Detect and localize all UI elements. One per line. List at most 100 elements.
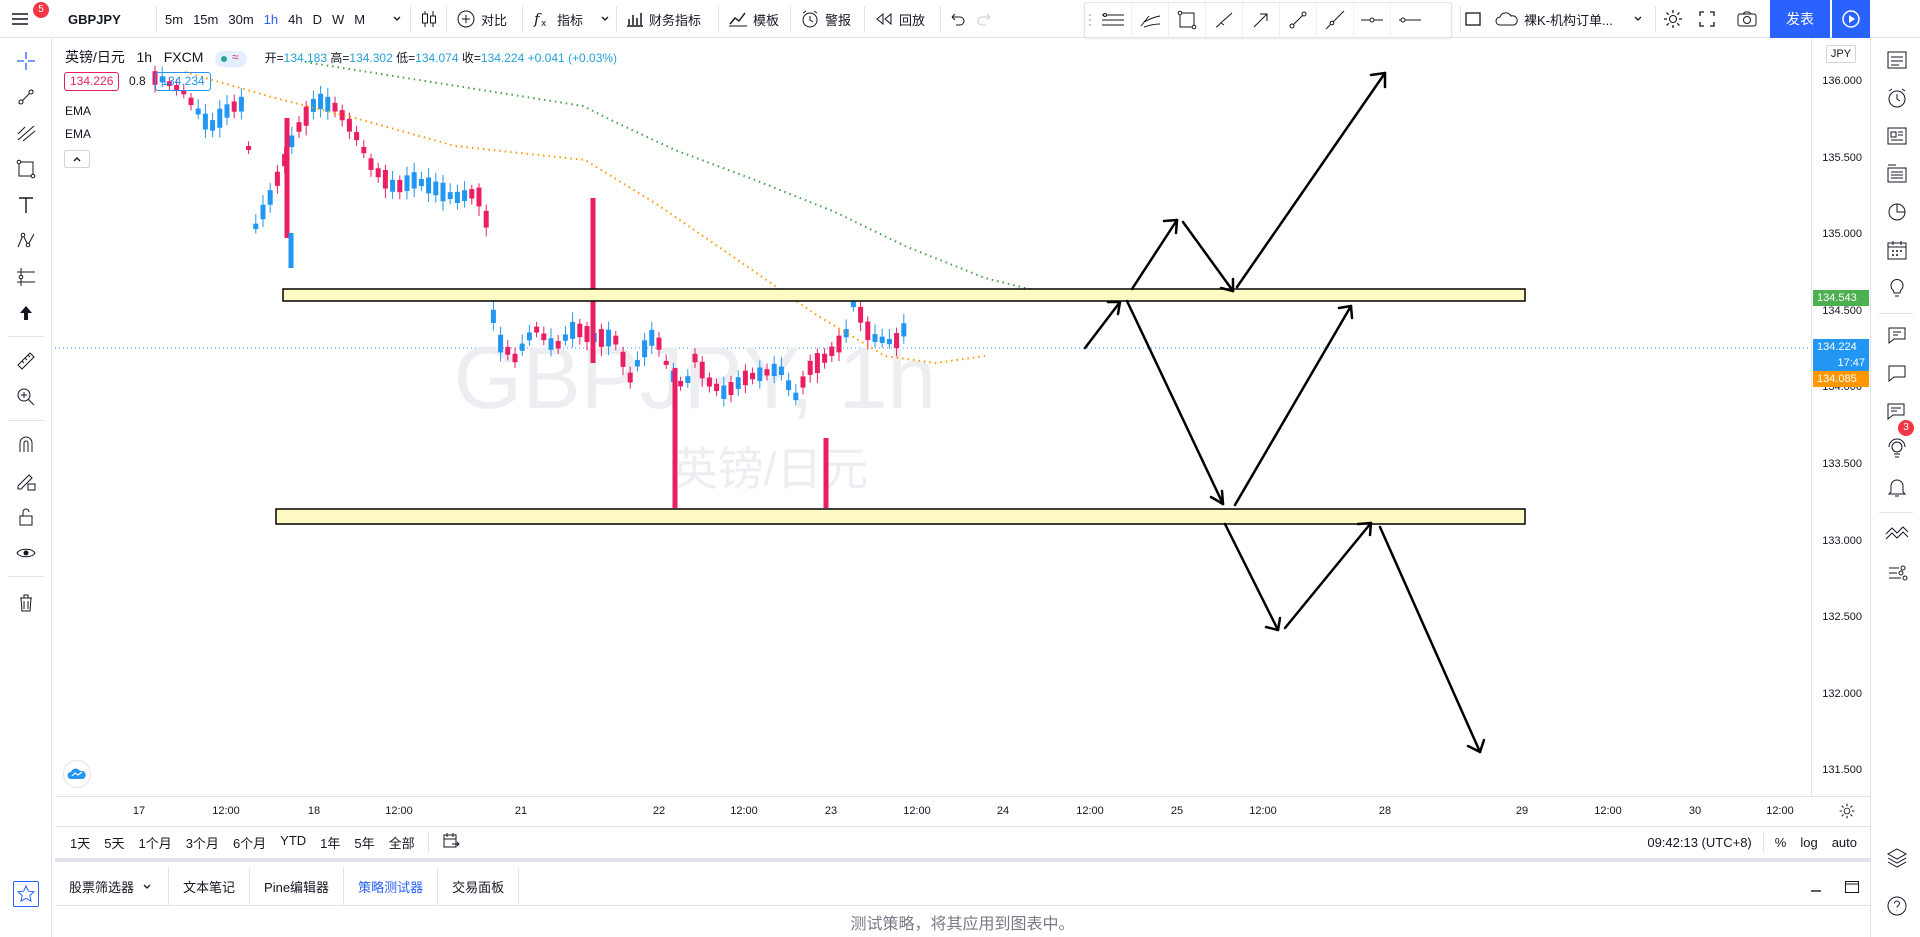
calendar-button[interactable] <box>1884 237 1910 263</box>
hide-drawings-tool[interactable] <box>13 540 39 566</box>
interval-30m[interactable]: 30m <box>228 11 254 27</box>
price-scale[interactable]: JPY 136.000 135.500 135.000 134.500 134.000 1… <box>1811 38 1870 796</box>
range-0[interactable]: 1天 <box>70 836 91 851</box>
symbol-search[interactable]: GBPJPY <box>68 11 121 27</box>
shape-tool[interactable] <box>13 156 39 182</box>
stay-in-drawing-tool[interactable] <box>13 468 39 494</box>
tab-trading-panel[interactable]: 交易面板 <box>438 867 520 906</box>
arrow-tool[interactable] <box>13 300 39 326</box>
lock-drawings-tool[interactable] <box>13 504 39 530</box>
interval-5m[interactable]: 5m <box>165 11 184 27</box>
range-1[interactable]: 5天 <box>104 836 125 851</box>
streams-button[interactable] <box>1884 436 1910 462</box>
fib-tool[interactable] <box>13 120 39 146</box>
range-7[interactable]: 5年 <box>354 836 375 851</box>
interval-dropdown[interactable] <box>392 0 402 38</box>
templates-button[interactable]: 模板 <box>728 0 779 38</box>
layout-dropdown[interactable] <box>1633 0 1643 38</box>
horizontal-lines-tool[interactable] <box>1095 3 1132 37</box>
redo-button[interactable] <box>976 0 994 38</box>
auto-toggle[interactable]: auto <box>1831 835 1857 850</box>
alerts-sidebar-button[interactable] <box>1884 85 1910 111</box>
interval-4h[interactable]: 4h <box>288 11 303 27</box>
goto-date-button[interactable] <box>435 832 467 853</box>
tab-strategy-tester[interactable]: 策略测试器 <box>344 867 439 906</box>
time-scale[interactable]: 17 12:00 18 12:00 21 22 12:00 23 12:00 24 12:00 25 1… <box>55 796 1870 824</box>
private-chat-button[interactable] <box>1884 360 1910 386</box>
text-tool[interactable] <box>13 192 39 218</box>
dom-button[interactable] <box>1884 522 1910 548</box>
tab-text-notes[interactable]: 文本笔记 <box>169 867 251 906</box>
brush-tool[interactable] <box>1206 3 1243 37</box>
order-panel-button[interactable] <box>1884 560 1910 586</box>
hotlist-button[interactable] <box>1884 199 1910 225</box>
fullscreen-button[interactable] <box>1698 0 1716 38</box>
news-button[interactable] <box>1884 123 1910 149</box>
ideas-button[interactable] <box>1884 275 1910 301</box>
range-5[interactable]: YTD <box>280 833 307 848</box>
measure-tool[interactable] <box>13 348 39 374</box>
range-2[interactable]: 1个月 <box>138 836 172 851</box>
chat-rooms-button[interactable] <box>1884 398 1910 424</box>
sell-button[interactable]: 134.226 <box>64 72 120 91</box>
interval-1h[interactable]: 1h <box>263 11 279 27</box>
object-tree-button[interactable] <box>1884 845 1910 871</box>
interval-D[interactable]: D <box>312 11 322 27</box>
crosshair-tool[interactable] <box>13 48 39 74</box>
rect-select-button[interactable] <box>1464 0 1482 38</box>
data-window-button[interactable] <box>1884 161 1910 187</box>
indicator-ema-1[interactable]: EMA <box>65 104 92 118</box>
percent-toggle[interactable]: % <box>1774 835 1787 850</box>
zoom-tool[interactable] <box>13 384 39 410</box>
range-8[interactable]: 全部 <box>388 836 415 851</box>
indicator-ema-2[interactable]: EMA <box>65 127 92 141</box>
minimize-panel-button[interactable] <box>1798 868 1834 906</box>
settings-button[interactable] <box>1662 0 1684 38</box>
notifications-button[interactable] <box>1884 474 1910 500</box>
tab-pine-editor[interactable]: Pine编辑器 <box>250 867 345 906</box>
clock[interactable]: 09:42:13 (UTC+8) <box>1647 835 1752 850</box>
range-4[interactable]: 6个月 <box>232 836 267 851</box>
interval-M[interactable]: M <box>354 11 366 27</box>
snapshot-button[interactable] <box>1736 0 1758 38</box>
indicators-dropdown[interactable] <box>600 0 610 38</box>
stream-button[interactable] <box>1832 0 1870 38</box>
publish-button[interactable]: 发表 <box>1770 0 1830 38</box>
maximize-panel-button[interactable] <box>1834 868 1870 906</box>
chart-type-button[interactable] <box>420 0 438 38</box>
trendline-tool[interactable] <box>13 84 39 110</box>
remove-drawings-tool[interactable] <box>13 590 39 616</box>
chat-button[interactable] <box>1884 322 1910 348</box>
tradingview-logo[interactable] <box>63 760 91 788</box>
arrow-marker-tool[interactable] <box>1243 3 1280 37</box>
watchlist-button[interactable] <box>1884 47 1910 73</box>
compare-button[interactable]: 对比 <box>456 0 507 38</box>
currency-label[interactable]: JPY <box>1826 45 1856 63</box>
favorites-button[interactable] <box>13 881 39 907</box>
trend-line-tool[interactable] <box>1280 3 1317 37</box>
buy-button[interactable]: 134.234 <box>155 72 211 91</box>
drag-handle[interactable] <box>1085 3 1095 37</box>
magnet-tool[interactable] <box>13 432 39 458</box>
chart-settings-button[interactable] <box>1838 802 1856 823</box>
rectangle-tool[interactable] <box>1169 3 1206 37</box>
undo-button[interactable] <box>948 0 966 38</box>
horizontal-ray-tool[interactable] <box>1391 3 1428 37</box>
alerts-button[interactable]: 警报 <box>800 0 851 38</box>
interval-15m[interactable]: 15m <box>193 11 219 27</box>
replay-button[interactable]: 回放 <box>874 0 925 38</box>
menu-button[interactable] <box>10 0 32 38</box>
prediction-tool[interactable] <box>13 264 39 290</box>
ray-tool[interactable] <box>1317 3 1354 37</box>
horizontal-line-tool[interactable] <box>1354 3 1391 37</box>
pitchfork-tool[interactable] <box>1132 3 1169 37</box>
financials-button[interactable]: 财务指标 <box>626 0 701 38</box>
chart-pane[interactable]: GBPJPY, 1h 英镑/日元 英镑/日 <box>55 38 1811 796</box>
help-button[interactable] <box>1884 893 1910 919</box>
layout-button[interactable]: 裸K-机构订单... <box>1494 0 1613 38</box>
log-toggle[interactable]: log <box>1800 835 1818 850</box>
range-6[interactable]: 1年 <box>320 836 341 851</box>
range-3[interactable]: 3个月 <box>185 836 219 851</box>
legend-symbol-name[interactable]: 英镑/日元 <box>65 49 125 65</box>
